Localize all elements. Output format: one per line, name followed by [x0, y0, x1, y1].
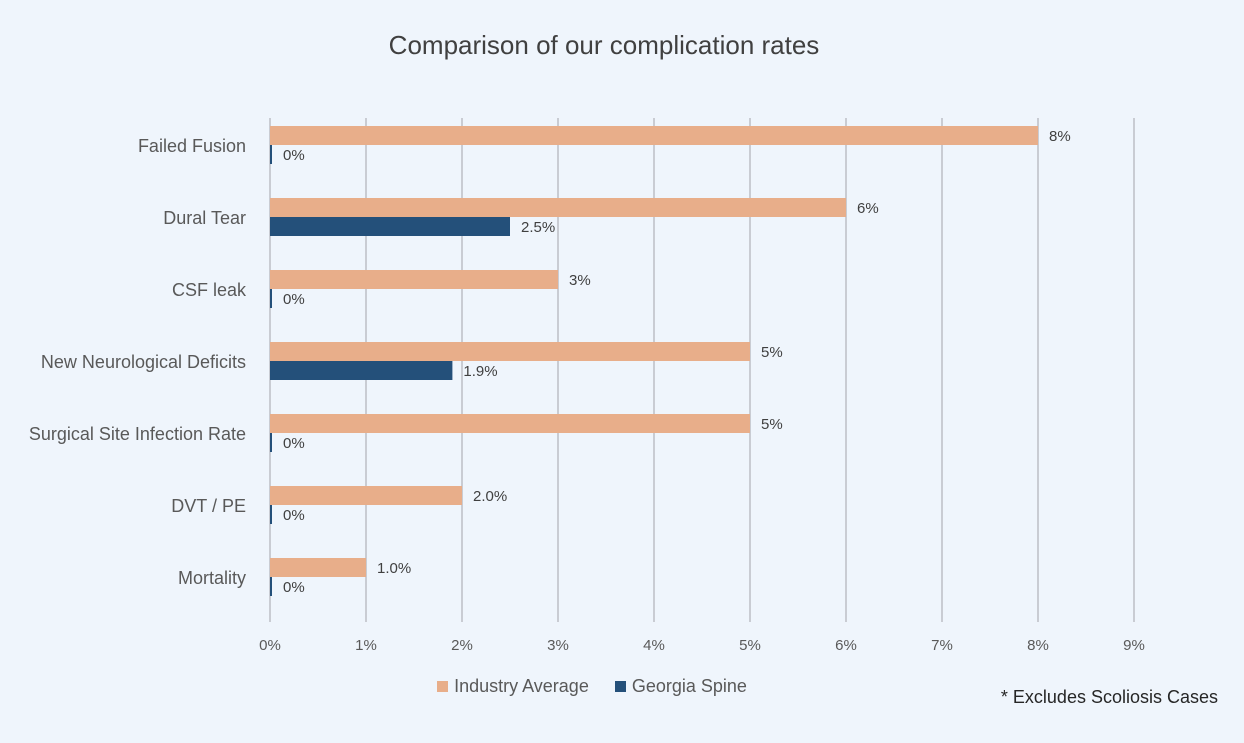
- data-label: 0%: [283, 291, 305, 308]
- legend-item-georgia: Georgia Spine: [614, 676, 747, 697]
- x-tick-label: 2%: [451, 637, 473, 654]
- industry-average-bar: [270, 342, 750, 361]
- industry-average-bar: [270, 558, 366, 577]
- industry-average-bar: [270, 198, 846, 217]
- industry-average-bar: [270, 414, 750, 433]
- legend-swatch-georgia: [614, 681, 626, 692]
- x-tick-label: 5%: [739, 637, 761, 654]
- data-label: 5%: [761, 416, 783, 433]
- data-label: 5%: [761, 344, 783, 361]
- georgia-spine-bar: [270, 217, 510, 236]
- footnote: * Excludes Scoliosis Cases: [1000, 687, 1218, 707]
- legend-item-industry: Industry Average: [437, 676, 589, 697]
- georgia-spine-bar: [270, 289, 272, 308]
- data-label: 1.9%: [463, 363, 497, 380]
- legend-swatch-industry: [437, 681, 449, 692]
- y-category-label: CSF leak: [172, 280, 247, 300]
- x-tick-label: 9%: [1123, 637, 1145, 654]
- georgia-spine-bar: [270, 577, 272, 596]
- x-tick-label: 1%: [355, 637, 377, 654]
- x-tick-label: 3%: [547, 637, 569, 654]
- industry-average-bar: [270, 126, 1038, 145]
- chart-title: Comparison of our complication rates: [388, 30, 820, 60]
- data-label: 3%: [569, 272, 591, 289]
- georgia-spine-bar: [270, 505, 272, 524]
- industry-average-bar: [270, 486, 462, 505]
- legend: Industry Average Georgia Spine: [0, 676, 1184, 697]
- data-label: 6%: [857, 200, 879, 217]
- data-label: 0%: [283, 435, 305, 452]
- y-category-label: Failed Fusion: [138, 136, 246, 156]
- data-label: 2.0%: [473, 488, 507, 505]
- x-tick-label: 4%: [643, 637, 665, 654]
- x-tick-label: 0%: [259, 637, 281, 654]
- georgia-spine-bar: [270, 433, 272, 452]
- data-label: 1.0%: [377, 560, 411, 577]
- georgia-spine-bar: [270, 145, 272, 164]
- legend-label-georgia: Georgia Spine: [631, 676, 747, 696]
- y-category-label: DVT / PE: [171, 496, 246, 516]
- data-label: 8%: [1049, 128, 1071, 145]
- x-tick-label: 7%: [931, 637, 953, 654]
- y-category-label: Dural Tear: [163, 208, 246, 228]
- data-label: 0%: [283, 507, 305, 524]
- georgia-spine-bar: [270, 361, 453, 380]
- data-label: 0%: [283, 147, 305, 164]
- data-label: 0%: [283, 579, 305, 596]
- legend-label-industry: Industry Average: [454, 676, 589, 696]
- y-category-label: New Neurological Deficits: [41, 352, 246, 372]
- x-tick-label: 6%: [835, 637, 857, 654]
- x-tick-label: 8%: [1027, 637, 1049, 654]
- data-label: 2.5%: [521, 219, 555, 236]
- y-category-label: Surgical Site Infection Rate: [29, 424, 246, 444]
- y-category-label: Mortality: [178, 568, 246, 588]
- industry-average-bar: [270, 270, 558, 289]
